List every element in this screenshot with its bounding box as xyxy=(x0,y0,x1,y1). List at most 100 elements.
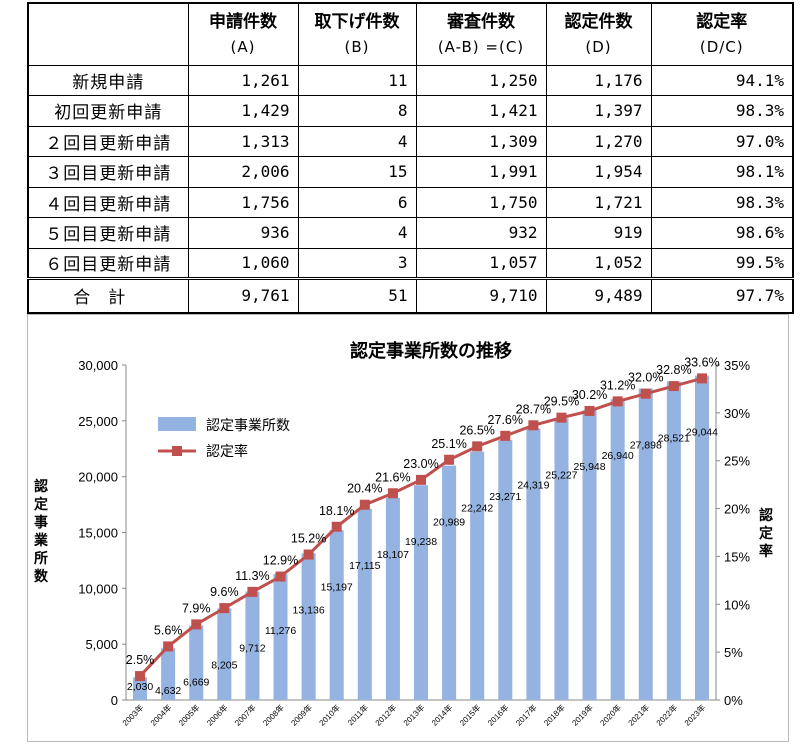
table-row: ４回目更新申請 1,756 6 1,750 1,721 98.3% xyxy=(27,186,794,218)
x-tick-label: 2023年 xyxy=(682,702,707,727)
bar xyxy=(694,375,709,700)
cell-d: 9,489 xyxy=(545,277,652,313)
column-header-formula: (B) xyxy=(344,38,370,57)
y2-tick-label: 15% xyxy=(724,549,750,564)
rate-value-label: 11.3% xyxy=(235,569,270,583)
table-body: 新規申請 1,261 11 1,250 1,176 94.1% 初回更新申請 1,429 8 1,… xyxy=(27,64,794,313)
rate-value-label: 30.2% xyxy=(572,388,607,402)
cell-b: 3 xyxy=(297,247,417,279)
rate-value-label: 29.5% xyxy=(544,395,579,409)
bar xyxy=(357,508,372,700)
y2-tick-label: 35% xyxy=(724,358,750,373)
cell-c: 1,250 xyxy=(415,64,547,96)
rate-marker xyxy=(556,412,567,423)
column-header-title: 審査件数 xyxy=(447,12,515,33)
y2-tick-label: 25% xyxy=(724,454,750,469)
bar-value-label: 6,669 xyxy=(183,677,209,689)
rate-marker xyxy=(219,603,230,614)
total-row: 合計 9,761 51 9,710 9,489 97.7% xyxy=(27,277,794,313)
rate-marker xyxy=(163,641,174,652)
column-header-title: 認定率 xyxy=(696,12,748,33)
rate-marker xyxy=(416,474,426,485)
cell-a: 9,761 xyxy=(187,277,299,313)
rate-marker xyxy=(444,454,455,465)
x-tick-label: 2019年 xyxy=(570,702,595,727)
rate-marker xyxy=(275,571,286,582)
y-tick-label: 0 xyxy=(111,693,118,708)
bar xyxy=(189,625,204,700)
bar xyxy=(273,574,288,700)
column-header-formula: (A) xyxy=(230,38,256,57)
header-row: 申請件数 (A) 取下げ件数 (B) 審査件数 (A-B) =(C) 認定件数 (D) 認定率 (… xyxy=(27,2,794,66)
rate-value-label: 7.9% xyxy=(182,601,211,615)
y-tick-label: 15,000 xyxy=(78,526,118,541)
cell-c: 1,421 xyxy=(415,95,547,127)
x-tick-label: 2009年 xyxy=(289,702,314,727)
bar xyxy=(610,399,625,700)
column-header: 申請件数 (A) xyxy=(187,2,299,66)
y2-tick-label: 5% xyxy=(724,645,743,660)
column-header: 取下げ件数 (B) xyxy=(297,2,417,66)
x-tick-label: 2020年 xyxy=(598,702,623,727)
legend-bar-swatch xyxy=(158,417,196,431)
cell-b: 8 xyxy=(297,95,417,127)
rate-value-label: 18.1% xyxy=(319,504,354,518)
bar-value-label: 2,030 xyxy=(127,681,153,693)
y-tick-label: 25,000 xyxy=(78,414,118,429)
bar-value-label: 25,948 xyxy=(574,461,606,473)
x-tick-label: 2011年 xyxy=(345,702,370,727)
column-header-title: 申請件数 xyxy=(209,12,277,33)
table-header-row: 申請件数 (A) 取下げ件数 (B) 審査件数 (A-B) =(C) 認定件数 (D) 認定率 (… xyxy=(27,2,794,66)
column-header-formula: (D) xyxy=(585,38,612,57)
table-row: 初回更新申請 1,429 8 1,421 1,397 98.3% xyxy=(27,95,794,127)
row-label: 初回更新申請 xyxy=(27,95,189,127)
bar-value-label: 22,242 xyxy=(461,503,493,515)
bar-value-label: 15,197 xyxy=(321,581,353,593)
rate-marker xyxy=(331,521,342,532)
x-tick-label: 2022年 xyxy=(654,702,679,727)
row-label: ３回目更新申請 xyxy=(27,156,189,188)
bar-value-label: 17,115 xyxy=(349,560,380,572)
x-tick-label: 2007年 xyxy=(233,702,258,727)
cell-b: 11 xyxy=(297,64,417,96)
cell-rate: 99.5% xyxy=(650,247,794,279)
y2-tick-label: 10% xyxy=(724,597,750,612)
cell-b: 6 xyxy=(297,186,417,218)
bar-value-label: 9,712 xyxy=(239,643,265,655)
bar-value-label: 18,107 xyxy=(377,549,409,561)
bar xyxy=(442,465,457,700)
cell-d: 1,270 xyxy=(545,125,652,157)
table-row: ２回目更新申請 1,313 4 1,309 1,270 97.0% xyxy=(27,125,794,157)
cell-d: 919 xyxy=(545,217,652,249)
table-row: ５回目更新申請 936 4 932 919 98.6% xyxy=(27,217,794,249)
cell-b: 4 xyxy=(297,125,417,157)
y-tick-label: 5,000 xyxy=(85,637,118,652)
cell-rate: 98.1% xyxy=(650,156,794,188)
rate-marker xyxy=(640,388,651,399)
column-header-title: 認定件数 xyxy=(564,12,633,33)
cell-b: 4 xyxy=(297,217,417,249)
rate-marker xyxy=(135,671,146,682)
legend-line-label: 認定率 xyxy=(206,443,248,460)
x-tick-label: 2013年 xyxy=(401,702,426,727)
rate-value-label: 9.6% xyxy=(210,585,239,599)
y2-tick-label: 0% xyxy=(724,693,743,708)
bar xyxy=(470,451,485,700)
cell-a: 936 xyxy=(187,217,299,249)
x-tick-label: 2005年 xyxy=(176,702,201,727)
cell-d: 1,397 xyxy=(545,95,652,127)
cell-d: 1,052 xyxy=(545,247,652,279)
x-tick-label: 2018年 xyxy=(542,702,567,727)
rate-marker xyxy=(247,586,258,597)
rate-marker xyxy=(191,619,202,630)
rate-marker xyxy=(472,441,483,452)
x-tick-label: 2004年 xyxy=(148,702,173,727)
bar-value-label: 19,238 xyxy=(405,536,437,548)
cell-rate: 98.6% xyxy=(650,217,794,249)
table-row: 新規申請 1,261 11 1,250 1,176 94.1% xyxy=(27,64,794,96)
bar-value-label: 25,227 xyxy=(545,469,577,481)
bar xyxy=(301,553,316,700)
rate-value-label: 32.0% xyxy=(628,371,663,385)
cell-c: 9,710 xyxy=(415,277,547,313)
bar-value-label: 20,989 xyxy=(433,517,465,529)
